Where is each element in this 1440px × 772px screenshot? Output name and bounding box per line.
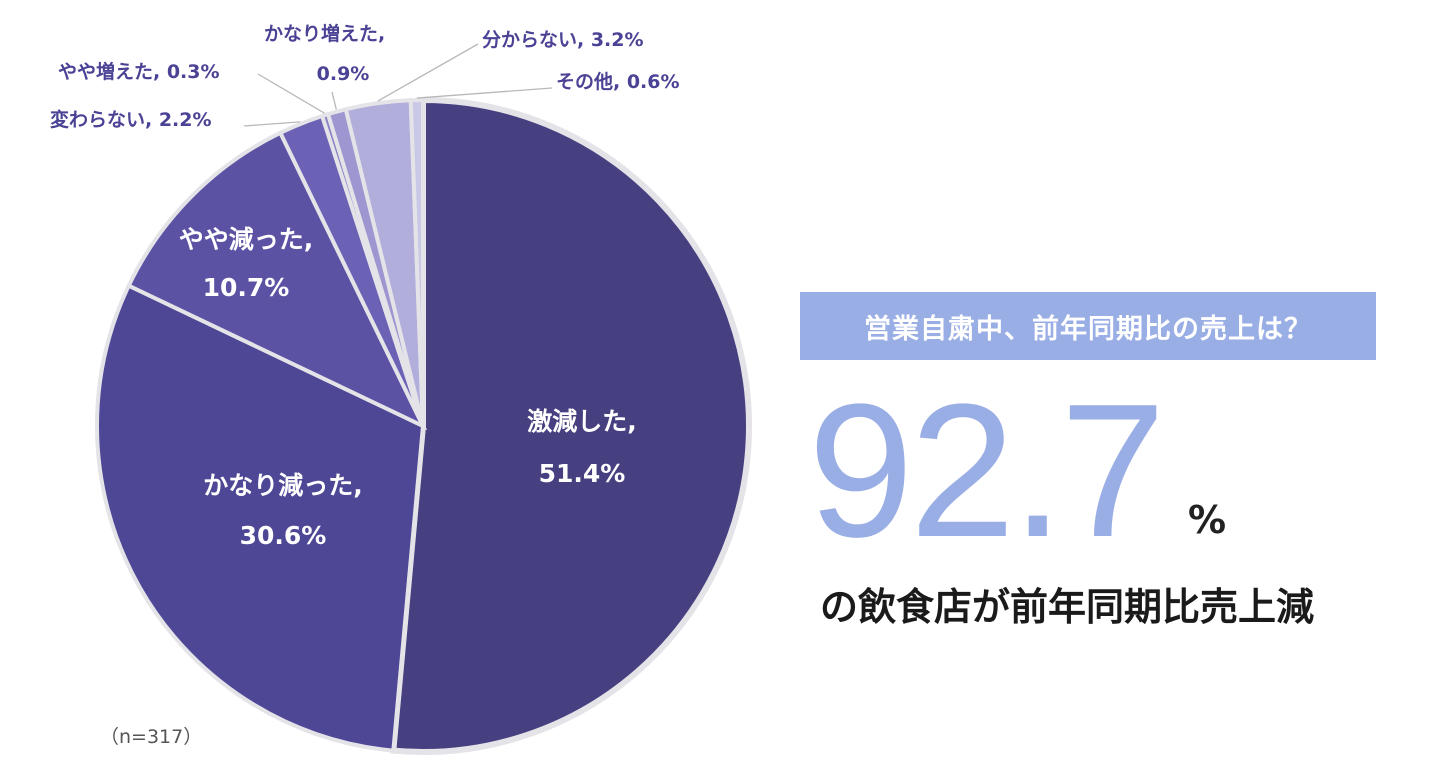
question-banner: 営業自粛中、前年同期比の売上は？ (800, 292, 1376, 360)
slice-label: その他, 0.6% (556, 70, 680, 93)
leader-line (416, 87, 553, 99)
headline-text: の飲食店が前年同期比売上減 (820, 585, 1315, 629)
slice-label: かなり増えた, (264, 22, 385, 45)
leader-line (243, 121, 301, 127)
headline-percentage: 92.7 (808, 365, 1166, 577)
slice-label: 分からない, 3.2% (482, 29, 644, 51)
slice-value: 10.7% (203, 273, 290, 302)
slice-label: やや増えた, 0.3% (58, 60, 220, 83)
leader-line (257, 73, 325, 114)
slice-label: 変わらない, 2.2% (50, 108, 212, 131)
pie-slice (408, 97, 425, 427)
slice-value: 0.9% (317, 63, 370, 85)
pie-slice (390, 96, 752, 755)
sample-size-note: （n=317） (100, 726, 203, 748)
slice-label: 激減した, (527, 407, 637, 436)
pie-slice (95, 283, 426, 753)
pie-slice (126, 130, 428, 431)
percentage-unit: % (1188, 498, 1227, 542)
slice-label: かなり減った, (203, 471, 363, 500)
slice-label: やや減った, (179, 225, 314, 254)
pie-chart: 激減した, 51.4% かなり減った, 30.6% やや減った, 10.7% 変わらない, … (50, 22, 752, 755)
slice-value: 30.6% (240, 521, 327, 550)
leader-line (377, 43, 479, 102)
slice-value: 51.4% (539, 459, 626, 488)
leader-line (331, 91, 337, 110)
